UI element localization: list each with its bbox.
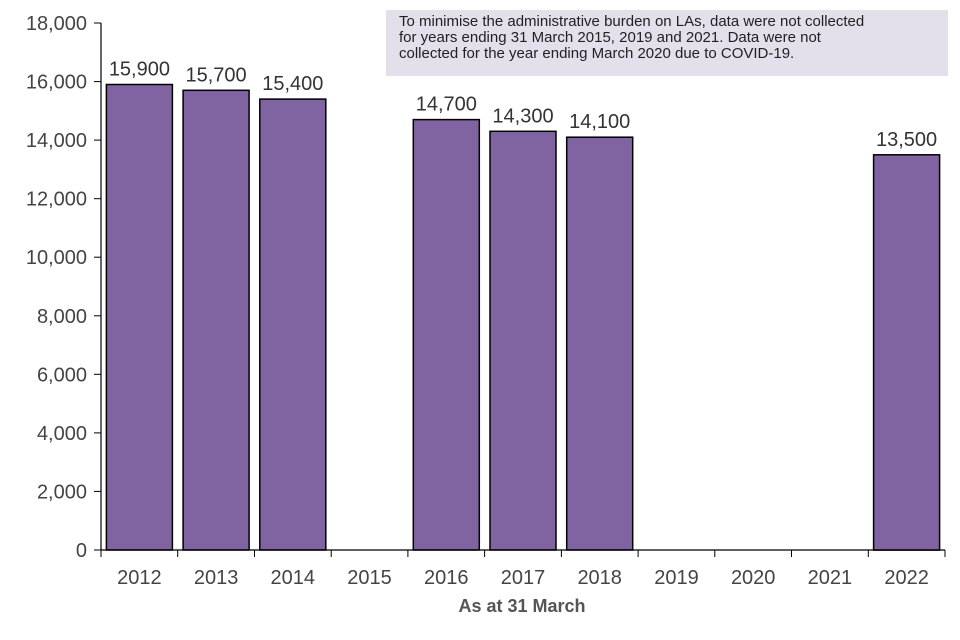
data-label-2012: 15,900 (109, 59, 170, 81)
y-tick-label: 18,000 (26, 13, 87, 35)
annotation-line-3: collected for the year ending March 2020… (399, 45, 795, 62)
y-tick-label: 10,000 (26, 247, 87, 269)
y-tick-label: 4,000 (37, 423, 87, 445)
y-tick-label: 12,000 (26, 189, 87, 211)
bar-2012 (105, 83, 174, 551)
y-tick-label: 6,000 (37, 364, 87, 386)
annotation-line-1: To minimise the administrative burden on… (399, 13, 865, 30)
x-tick-label-2014: 2014 (271, 567, 316, 589)
bar-2016 (412, 118, 481, 551)
y-tick-label: 14,000 (26, 130, 87, 152)
y-tick-label: 16,000 (26, 72, 87, 94)
y-tick-label: 8,000 (37, 306, 87, 328)
value-labels-group: 15,900 15,700 15,400 14,700 14,300 14,100 13,5… (109, 59, 937, 151)
x-tick-label-2019: 2019 (654, 567, 699, 589)
annotation-note: To minimise the administrative burden on… (386, 10, 948, 76)
annotation-line-2: for years ending 31 March 2015, 2019 and… (399, 29, 821, 46)
y-ticks-group: 0 2,000 4,000 6,000 8,000 10,000 12,000 14,000 1… (26, 13, 87, 562)
x-tick-label-2020: 2020 (731, 567, 776, 589)
x-tick-label-2022: 2022 (884, 567, 929, 589)
bar-2013 (182, 89, 250, 551)
bar-2017 (489, 130, 557, 551)
y-tick-label: 2,000 (37, 481, 87, 503)
data-label-2016: 14,700 (416, 94, 477, 116)
axes-group (94, 22, 946, 557)
bars-group (105, 83, 941, 551)
x-tick-label-2017: 2017 (501, 567, 546, 589)
x-tick-label-2016: 2016 (424, 567, 469, 589)
y-tick-label: 0 (76, 540, 87, 562)
x-tick-label-2018: 2018 (577, 567, 622, 589)
data-label-2013: 15,700 (186, 64, 247, 86)
x-tick-label-2021: 2021 (808, 567, 853, 589)
data-label-2022: 13,500 (876, 129, 937, 151)
x-tick-label-2015: 2015 (347, 567, 392, 589)
x-ticks-group: 2012 2013 2014 2015 2016 2017 2018 2019 2020 2021… (117, 567, 929, 589)
bar-2018 (565, 136, 634, 551)
data-label-2018: 14,100 (569, 111, 630, 133)
bar-2022 (872, 154, 941, 551)
x-tick-label-2012: 2012 (117, 567, 162, 589)
x-axis-title: As at 31 March (458, 596, 585, 616)
data-label-2014: 15,400 (262, 73, 323, 95)
x-tick-label-2013: 2013 (194, 567, 239, 589)
data-label-2017: 14,300 (492, 105, 553, 127)
bar-2014 (259, 98, 327, 551)
